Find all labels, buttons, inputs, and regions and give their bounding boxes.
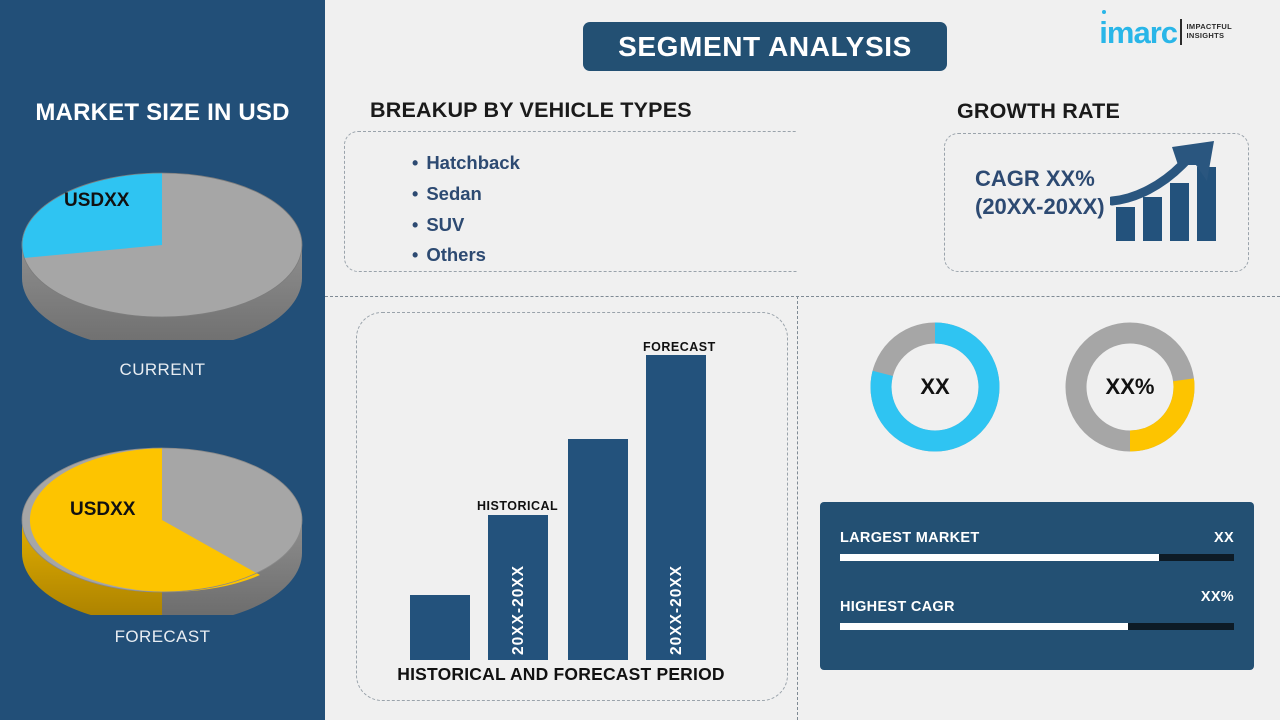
page-title-badge: SEGMENT ANALYSIS: [583, 22, 947, 71]
cagr-line1: CAGR XX%: [975, 166, 1095, 191]
bar-3: [568, 439, 628, 660]
logo-divider: [1180, 19, 1182, 45]
section-growth-rate: GROWTH RATE CAGR XX% (20XX-20XX): [797, 93, 1280, 296]
largest-market-value: XX: [1214, 530, 1234, 546]
section-bar-chart: HISTORICAL 20XX-20XX FORECAST 20XX-20XX …: [325, 297, 797, 720]
logo-tagline: IMPACTFUL INSIGHTS: [1186, 22, 1232, 41]
pie-chart-forecast: USDXX: [12, 425, 312, 625]
pie-current-svg: [21, 172, 303, 350]
highest-cagr-progress-track: [840, 623, 1234, 630]
donut-left-svg: [870, 322, 1000, 452]
growth-arrow-chart-icon: [1110, 141, 1216, 241]
bar-4: [646, 355, 706, 660]
bar-1: [410, 595, 470, 660]
stats-card: LARGEST MARKET XX HIGHEST CAGR XX%: [820, 502, 1254, 670]
largest-market-label: LARGEST MARKET: [840, 530, 980, 546]
donut-left-value: XX: [920, 374, 950, 399]
bar-4-top-label: FORECAST: [643, 340, 716, 354]
donut-right-center: XX%: [1087, 344, 1173, 430]
bar-2: [488, 515, 548, 660]
donut-left-center: XX: [892, 344, 978, 430]
pie-forecast-caption: FORECAST: [114, 627, 211, 646]
breakup-heading: BREAKUP BY VEHICLE TYPES: [370, 98, 692, 122]
growth-heading: GROWTH RATE: [956, 99, 1121, 123]
sidebar-title: MARKET SIZE IN USD: [35, 99, 290, 126]
donut-chart-left: XX: [870, 322, 1000, 452]
bar-2-range-label: 20XX-20XX: [510, 565, 527, 655]
bar-4-range-label: 20XX-20XX: [668, 565, 685, 655]
list-item: Sedan: [412, 183, 520, 205]
largest-market-progress-track: [840, 554, 1234, 561]
logo-tagline-line1: IMPACTFUL: [1186, 22, 1232, 32]
logo-wordmark: imarc: [1099, 9, 1178, 50]
cagr-text: CAGR XX% (20XX-20XX): [975, 165, 1105, 220]
pie-chart-current: USDXX: [12, 150, 312, 350]
section-breakup: BREAKUP BY VEHICLE TYPES Hatchback Sedan…: [325, 93, 925, 296]
growth-dashed-box: [944, 133, 1249, 272]
vertical-divider: [797, 296, 798, 720]
header: SEGMENT ANALYSIS imarc IMPACTFUL INSIGHT…: [325, 0, 1280, 93]
pie-forecast-svg: [21, 447, 303, 625]
bar-2-top-label: HISTORICAL: [477, 499, 559, 513]
horizontal-divider: [325, 296, 1280, 297]
highest-cagr-label: HIGHEST CAGR: [840, 599, 955, 615]
donut-chart-right: XX%: [1065, 322, 1195, 452]
donut-right-svg: [1065, 322, 1195, 452]
section-right-stats: XX XX% LARGEST MARKET XX HIGHEST: [798, 297, 1280, 720]
logo-wordmark-text: imarc: [1099, 14, 1178, 50]
bar-chart-caption: HISTORICAL AND FORECAST PERIOD: [397, 664, 725, 684]
logo-dot-icon: [1102, 9, 1107, 14]
breakup-list: Hatchback Sedan SUV Others: [372, 152, 520, 276]
page-title: SEGMENT ANALYSIS: [618, 30, 912, 62]
largest-market-progress-fill: [840, 554, 1160, 561]
cagr-line2: (20XX-20XX): [975, 193, 1105, 219]
highest-cagr-value: XX%: [1200, 589, 1234, 605]
logo-tagline-line2: INSIGHTS: [1186, 31, 1225, 40]
highest-cagr-progress-fill: [840, 623, 1128, 630]
bar-chart-dashed-box: [356, 312, 788, 701]
list-item: Others: [412, 245, 520, 266]
imarc-logo: imarc IMPACTFUL INSIGHTS: [1099, 9, 1232, 54]
list-item: Hatchback: [412, 152, 520, 174]
sidebar-market-size: MARKET SIZE IN USD USDXX CURRENT: [0, 0, 325, 720]
pie-current-caption: CURRENT: [119, 360, 206, 379]
list-item: SUV: [412, 214, 520, 236]
donut-right-value: XX%: [1105, 374, 1155, 399]
